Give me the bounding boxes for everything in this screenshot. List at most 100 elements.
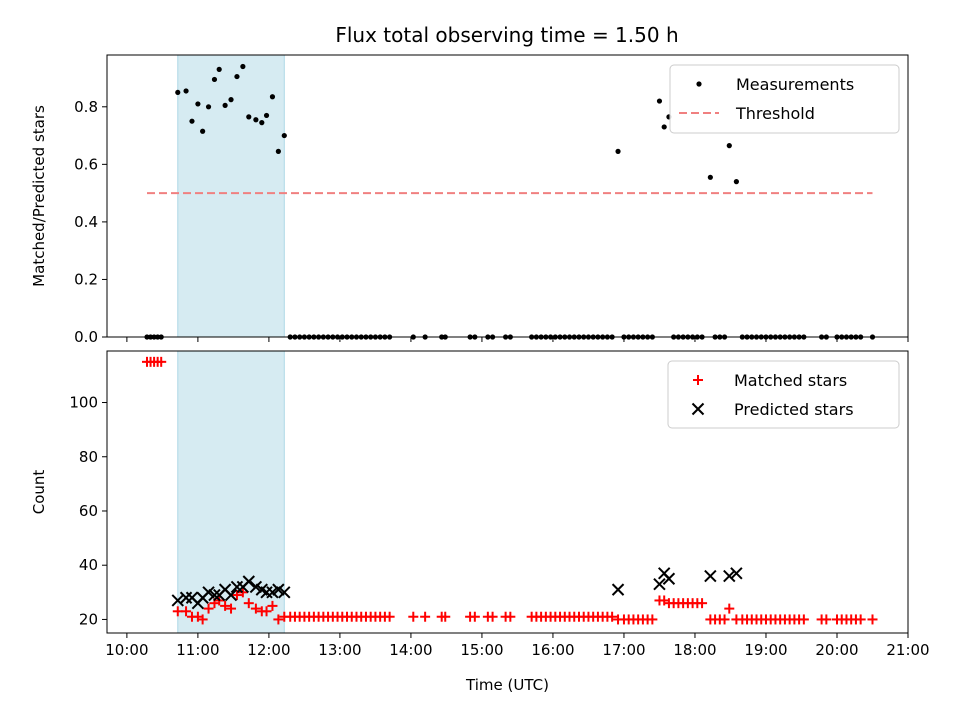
- predicted-star-point-b: [171, 594, 184, 607]
- measurement-point: [200, 128, 206, 134]
- predicted-star-point-b: [179, 591, 193, 604]
- predicted-star-point: [260, 586, 273, 599]
- matched-star-point: [697, 598, 708, 609]
- legend-matched-label: Matched stars: [734, 371, 847, 390]
- predicted-star-point: [171, 594, 184, 607]
- y-axis-bottom: 20 40 60 80 100: [69, 394, 107, 628]
- measurement-point: [211, 76, 218, 83]
- legend-measurements-marker: [696, 81, 702, 87]
- predicted-star-point-b: [230, 580, 244, 594]
- predicted-star-point: [230, 580, 244, 594]
- legend-predicted-label: Predicted stars: [734, 400, 854, 419]
- x-tick-label: 13:00: [318, 641, 361, 659]
- y-tick-label: 0.4: [74, 213, 98, 231]
- predicted-star-point-b: [272, 583, 285, 596]
- y-tick-label: 0.2: [74, 270, 98, 288]
- x-tick-label: 21:00: [886, 641, 929, 659]
- matched-star-point: [647, 614, 658, 625]
- legend-bottom: Matched stars Predicted stars: [667, 360, 900, 429]
- x-tick-label: 15:00: [460, 641, 503, 659]
- predicted-star-point: [224, 588, 238, 602]
- predicted-star-point-b: [208, 588, 221, 602]
- measurement-point: [234, 73, 240, 80]
- y-tick-label: 0.6: [74, 155, 98, 173]
- measurement-point: [615, 148, 621, 154]
- matched-star-point: [156, 356, 167, 367]
- matched-star-point: [867, 614, 878, 625]
- matched-star-point: [250, 603, 261, 614]
- y-axis-label-top: Matched/Predicted stars: [30, 105, 48, 287]
- x-tick-label: 19:00: [744, 641, 787, 659]
- matched-star-point: [607, 611, 618, 622]
- matched-star-point: [855, 614, 866, 625]
- matched-star-point: [243, 598, 254, 609]
- predicted-star-point: [278, 586, 291, 599]
- legend-threshold-label: Threshold: [735, 104, 815, 123]
- matched-star-point: [469, 611, 480, 622]
- measurement-point: [240, 63, 246, 70]
- matched-star-point: [226, 603, 237, 614]
- legend-measurements-label: Measurements: [736, 75, 854, 94]
- matched-star-point: [237, 587, 248, 598]
- predicted-star-point-b: [662, 572, 676, 585]
- measurement-point: [263, 112, 270, 119]
- measurement-point: [281, 132, 287, 139]
- predicted-star-point: [179, 591, 193, 604]
- x-axis: 10:00 11:00 12:00 13:00 14:00 15:00 16:00 17:00…: [105, 633, 930, 659]
- predicted-star-point-b: [611, 583, 625, 596]
- predicted-star-point-b: [278, 586, 291, 599]
- predicted-star-point: [242, 575, 255, 588]
- legend-bottom-box: [667, 360, 900, 429]
- predicted-star-point-b: [218, 583, 232, 596]
- y-tick-label: 20: [79, 610, 98, 628]
- x-tick-label: 20:00: [815, 641, 858, 659]
- plot-frame-bottom: [106, 350, 909, 634]
- matched-star-point: [273, 614, 284, 625]
- x-tick-label: 10:00: [105, 641, 148, 659]
- predicted-star-point: [208, 588, 221, 602]
- y-axis-top: 0.0 0.2 0.4 0.6 0.8: [74, 98, 107, 346]
- predicted-stars-points: [171, 567, 743, 610]
- y-tick-label: 100: [69, 394, 98, 412]
- measurement-point: [269, 94, 276, 100]
- predicted-star-point-b: [224, 588, 238, 602]
- y-axis-label-bottom: Count: [30, 470, 48, 515]
- legend-matched-marker: [693, 375, 703, 385]
- x-axis-label: Time (UTC): [465, 676, 549, 694]
- bottom-panel: 20 40 60 80 100 10:00 11:00 12:00 13:00 14:00 15:…: [30, 350, 930, 694]
- predicted-star-point: [730, 567, 743, 580]
- legend-top: Measurements Threshold: [669, 64, 900, 134]
- predicted-star-point: [662, 572, 676, 585]
- measurement-point: [205, 104, 212, 110]
- matched-star-point: [220, 600, 231, 611]
- matched-star-point: [203, 603, 214, 614]
- predicted-star-point: [704, 569, 717, 583]
- measurement-points: [144, 63, 876, 340]
- measurement-point: [275, 148, 281, 154]
- matched-star-point: [719, 614, 730, 625]
- y-tick-label: 0.0: [74, 328, 98, 346]
- predicted-star-point-b: [242, 575, 255, 588]
- matched-star-point: [181, 606, 192, 617]
- matched-star-point: [384, 611, 395, 622]
- predicted-star-point-b: [202, 586, 215, 599]
- predicted-star-point: [723, 569, 736, 583]
- matched-star-point: [724, 603, 735, 614]
- chart-title: Flux total observing time = 1.50 h: [335, 23, 678, 47]
- matched-star-point: [440, 611, 451, 622]
- x-tick-label: 17:00: [602, 641, 645, 659]
- matched-star-point: [821, 614, 832, 625]
- measurement-point: [246, 114, 252, 120]
- x-ticks-top: [126, 337, 909, 342]
- x-tick-label: 12:00: [247, 641, 290, 659]
- plot-frame-top: [106, 54, 909, 338]
- x-tick-label: 11:00: [176, 641, 219, 659]
- measurement-point: [228, 97, 234, 103]
- measurement-point: [656, 98, 663, 104]
- predicted-star-point-b: [185, 591, 199, 604]
- measurement-point: [175, 89, 181, 96]
- measurement-point: [216, 66, 222, 72]
- x-tick-label: 18:00: [673, 641, 716, 659]
- measurement-point: [183, 88, 189, 94]
- y-tick-label: 40: [79, 556, 98, 574]
